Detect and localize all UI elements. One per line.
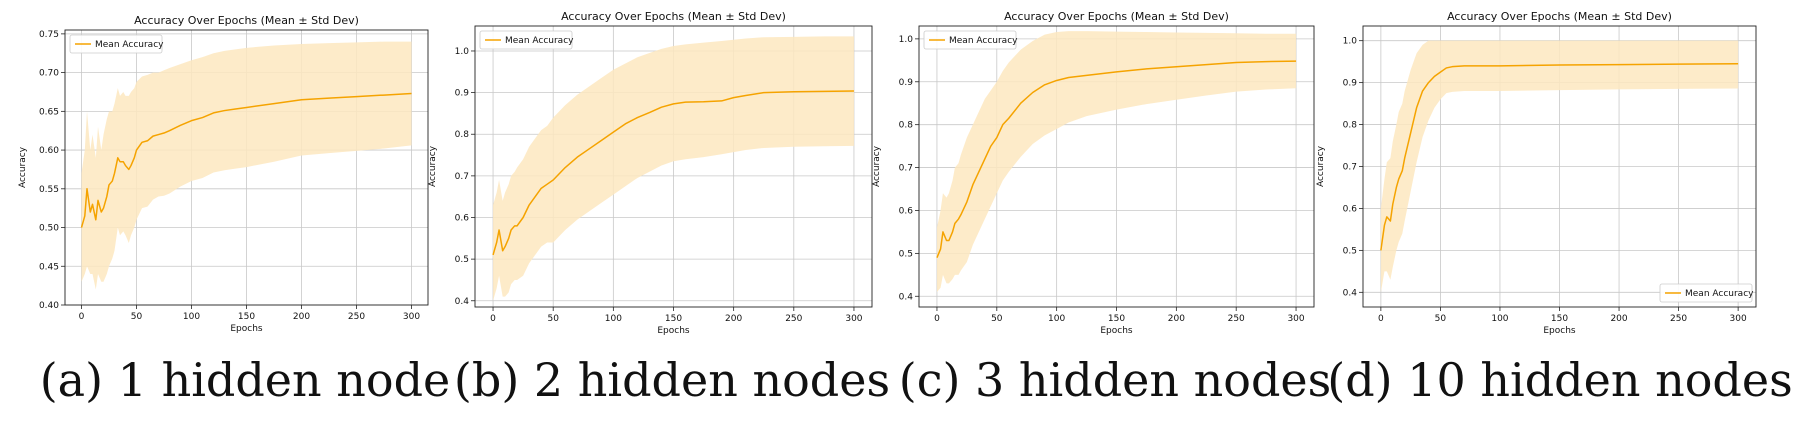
x-tick-label: 100 bbox=[183, 312, 200, 322]
x-tick-label: 50 bbox=[547, 314, 559, 324]
subfigure-caption: (c) 3 hidden nodes bbox=[899, 353, 1331, 407]
subfigure-caption: (a) 1 hidden node bbox=[40, 353, 451, 407]
chart-title: Accuracy Over Epochs (Mean ± Std Dev) bbox=[561, 10, 786, 23]
y-tick-label: 0.50 bbox=[39, 224, 59, 234]
x-axis-label: Epochs bbox=[230, 324, 263, 334]
x-tick-label: 200 bbox=[725, 314, 742, 324]
y-tick-label: 0.75 bbox=[39, 30, 59, 40]
y-tick-label: 1.0 bbox=[1343, 37, 1358, 47]
y-tick-label: 0.8 bbox=[1343, 121, 1358, 131]
subfigure-caption: (b) 2 hidden nodes bbox=[454, 353, 890, 407]
x-tick-label: 0 bbox=[934, 314, 940, 324]
x-tick-label: 300 bbox=[845, 314, 862, 324]
y-tick-label: 1.0 bbox=[455, 47, 470, 57]
x-tick-label: 150 bbox=[238, 312, 255, 322]
x-tick-label: 300 bbox=[1730, 314, 1747, 324]
x-tick-label: 250 bbox=[1228, 314, 1245, 324]
y-tick-label: 0.45 bbox=[39, 262, 59, 272]
y-tick-label: 0.70 bbox=[39, 69, 59, 79]
legend-box bbox=[69, 34, 163, 54]
x-tick-label: 50 bbox=[131, 312, 143, 322]
subfigure-caption: (d) 10 hidden nodes bbox=[1327, 353, 1792, 407]
y-axis-label: Accuracy bbox=[1316, 145, 1326, 187]
y-tick-label: 0.60 bbox=[39, 146, 59, 156]
x-tick-label: 0 bbox=[490, 314, 496, 324]
x-tick-label: 200 bbox=[1610, 314, 1627, 324]
mean-accuracy-line bbox=[1380, 63, 1739, 251]
y-tick-label: 0.40 bbox=[39, 301, 59, 311]
x-tick-label: 0 bbox=[1378, 314, 1384, 324]
y-tick-label: 0.7 bbox=[455, 172, 469, 182]
legend-label: Mean Accuracy bbox=[95, 40, 164, 50]
x-axis-label: Epochs bbox=[1100, 326, 1133, 336]
x-tick-label: 200 bbox=[1168, 314, 1185, 324]
mean-accuracy-line bbox=[936, 60, 1297, 258]
y-tick-label: 0.5 bbox=[899, 249, 913, 259]
mean-accuracy-line bbox=[492, 90, 854, 256]
y-axis-label: Accuracy bbox=[872, 145, 882, 187]
y-tick-label: 0.7 bbox=[1343, 163, 1357, 173]
x-tick-label: 250 bbox=[785, 314, 802, 324]
legend: Mean Accuracy bbox=[479, 30, 574, 50]
y-tick-label: 0.9 bbox=[899, 78, 914, 88]
x-tick-label: 150 bbox=[1108, 314, 1125, 324]
std-dev-band bbox=[936, 31, 1297, 292]
y-axis-label: Accuracy bbox=[428, 145, 438, 187]
y-tick-label: 0.6 bbox=[455, 213, 470, 223]
legend-box bbox=[1659, 283, 1753, 303]
legend-label: Mean Accuracy bbox=[505, 36, 574, 46]
x-tick-label: 250 bbox=[348, 312, 365, 322]
x-axis-label: Epochs bbox=[657, 326, 690, 336]
y-tick-label: 0.4 bbox=[1343, 288, 1358, 298]
x-tick-label: 150 bbox=[1551, 314, 1568, 324]
x-tick-label: 300 bbox=[403, 312, 420, 322]
y-axis-label: Accuracy bbox=[18, 146, 28, 188]
y-tick-label: 1.0 bbox=[899, 35, 914, 45]
y-tick-label: 0.7 bbox=[899, 164, 913, 174]
legend-box bbox=[923, 30, 1017, 50]
x-tick-label: 100 bbox=[605, 314, 622, 324]
y-tick-label: 0.4 bbox=[455, 297, 470, 307]
legend: Mean Accuracy bbox=[69, 34, 164, 54]
mean-accuracy-line bbox=[80, 92, 412, 228]
x-tick-label: 100 bbox=[1491, 314, 1508, 324]
chart-title: Accuracy Over Epochs (Mean ± Std Dev) bbox=[134, 14, 359, 27]
y-tick-label: 0.9 bbox=[455, 89, 470, 99]
y-tick-label: 0.65 bbox=[39, 107, 59, 117]
chart-panel-1: 0 50 100 150 200 250 300 0.4 0.5 0.6 0.7 0.8 0.9 1.0 A… bbox=[428, 10, 890, 407]
y-tick-label: 0.9 bbox=[1343, 79, 1358, 89]
y-tick-label: 0.6 bbox=[1343, 204, 1358, 214]
y-tick-label: 0.5 bbox=[455, 255, 469, 265]
y-tick-label: 0.6 bbox=[899, 206, 914, 216]
y-tick-label: 0.55 bbox=[39, 185, 59, 195]
x-axis-label: Epochs bbox=[1543, 326, 1576, 336]
legend-label: Mean Accuracy bbox=[949, 36, 1018, 46]
y-tick-label: 0.4 bbox=[899, 292, 914, 302]
chart-panel-3: 0 50 100 150 200 250 300 0.4 0.5 0.6 0.7 0.8 0.9 1.0 A… bbox=[1316, 10, 1793, 407]
x-tick-label: 0 bbox=[79, 312, 85, 322]
x-tick-label: 50 bbox=[991, 314, 1003, 324]
std-dev-band bbox=[1380, 40, 1739, 293]
y-tick-label: 0.5 bbox=[1343, 246, 1357, 256]
legend-box bbox=[479, 30, 573, 50]
x-tick-label: 150 bbox=[665, 314, 682, 324]
chart-panel-2: 0 50 100 150 200 250 300 0.4 0.5 0.6 0.7 0.8 0.9 1.0 A… bbox=[872, 10, 1331, 407]
std-dev-band bbox=[493, 36, 854, 301]
std-dev-band bbox=[81, 41, 412, 290]
x-tick-label: 250 bbox=[1670, 314, 1687, 324]
x-tick-label: 50 bbox=[1435, 314, 1447, 324]
chart-panel-0: 0 50 100 150 200 250 300 0.40 0.45 0.50 0.55 0.60 0.… bbox=[18, 14, 450, 407]
legend-label: Mean Accuracy bbox=[1685, 289, 1754, 299]
legend: Mean Accuracy bbox=[923, 30, 1018, 50]
x-tick-label: 300 bbox=[1287, 314, 1304, 324]
legend: Mean Accuracy bbox=[1659, 283, 1754, 303]
y-tick-label: 0.8 bbox=[455, 130, 470, 140]
x-tick-label: 100 bbox=[1048, 314, 1065, 324]
chart-title: Accuracy Over Epochs (Mean ± Std Dev) bbox=[1447, 10, 1672, 23]
y-tick-label: 0.8 bbox=[899, 121, 914, 131]
chart-title: Accuracy Over Epochs (Mean ± Std Dev) bbox=[1004, 10, 1229, 23]
x-tick-label: 200 bbox=[293, 312, 310, 322]
